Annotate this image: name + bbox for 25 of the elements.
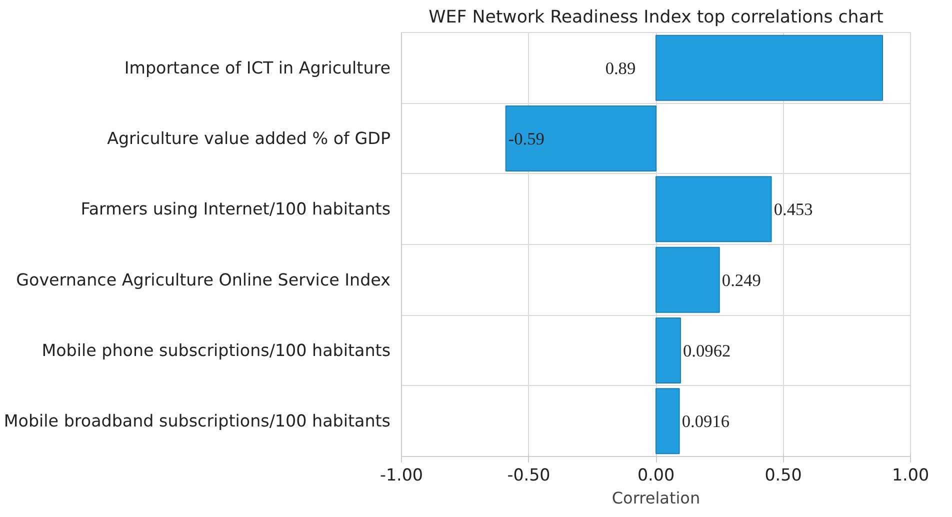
x-tick-label: -1.00 xyxy=(380,466,424,484)
y-tick-label: Governance Agriculture Online Service Index xyxy=(16,270,391,290)
x-tick-label: 0.50 xyxy=(764,466,802,484)
bar xyxy=(656,34,884,101)
y-tick-label: Importance of ICT in Agriculture xyxy=(124,58,391,78)
data-label: 0.0916 xyxy=(682,412,730,432)
data-label: 0.0962 xyxy=(683,342,731,360)
x-axis-title: Correlation xyxy=(612,488,700,508)
y-tick-label: Farmers using Internet/100 habitants xyxy=(80,200,391,219)
bar xyxy=(656,176,772,242)
data-label: 0.453 xyxy=(774,200,813,220)
x-tick-label: 0.00 xyxy=(637,466,675,484)
bar xyxy=(656,317,681,384)
y-tick-label: Mobile phone subscriptions/100 habitants xyxy=(42,341,391,360)
bar xyxy=(656,388,680,454)
y-tick-label: Mobile broadband subscriptions/100 habitants xyxy=(4,412,391,431)
x-tick-label: -0.50 xyxy=(507,466,550,484)
data-label: 0.249 xyxy=(722,270,761,290)
x-tick-label: 1.00 xyxy=(892,466,930,484)
y-tick-label: Agriculture value added % of GDP xyxy=(107,129,391,148)
data-label: 0.89 xyxy=(605,58,636,78)
bar xyxy=(656,246,720,313)
bar xyxy=(505,105,656,172)
chart-title: WEF Network Readiness Index top correlations chart xyxy=(428,8,884,28)
data-label: -0.59 xyxy=(508,130,544,148)
